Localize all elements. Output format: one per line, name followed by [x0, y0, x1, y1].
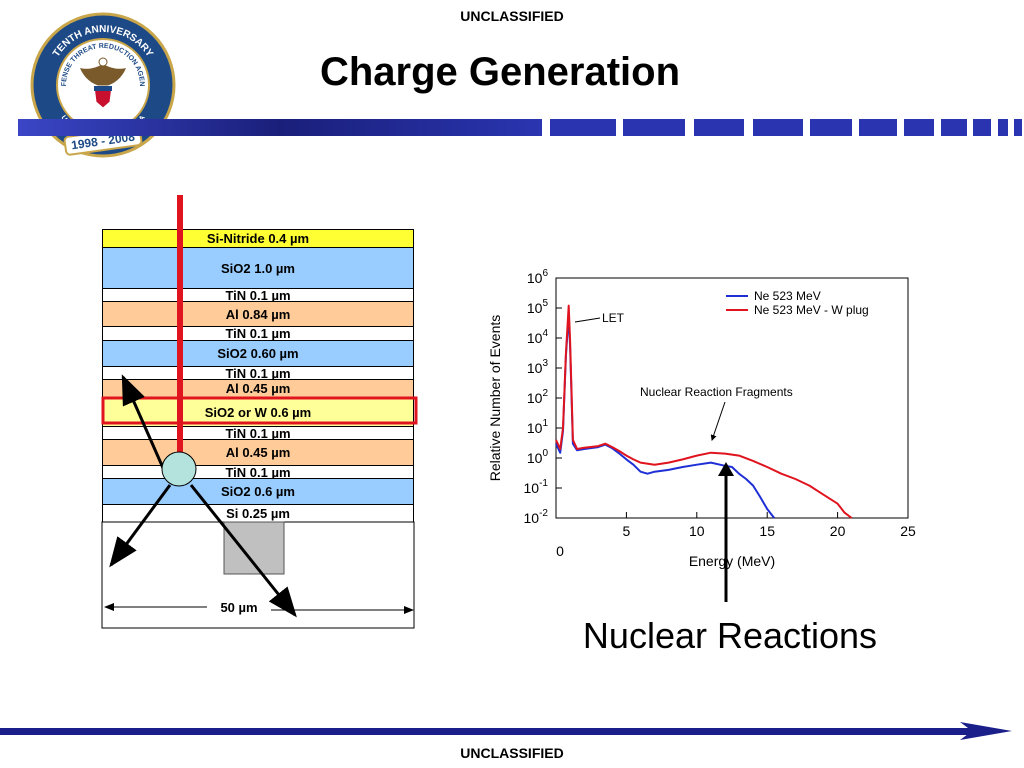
y-axis: 106 105 104 103 102 101 100 10-1 10-2: [524, 268, 562, 526]
classification-top: UNCLASSIFIED: [460, 8, 564, 24]
y-tick-label: 10-2: [524, 508, 549, 526]
x-tick-label: 20: [830, 523, 846, 539]
x-tick-label: 25: [900, 523, 916, 539]
legend-label: Ne 523 MeV - W plug: [754, 303, 869, 317]
x-axis: 5 10 15 20 25: [555, 512, 916, 539]
annotation-fragments: Nuclear Reaction Fragments: [640, 385, 793, 399]
fragment-arrow-down-left: [109, 484, 172, 568]
series-line-0: [555, 313, 775, 519]
y-tick-label: 10-1: [524, 478, 549, 496]
x-tick-label: 15: [759, 523, 775, 539]
y-tick-label: 102: [527, 388, 549, 406]
classification-bottom: UNCLASSIFIED: [460, 745, 564, 761]
y-tick-label: 101: [527, 418, 549, 436]
stack-overlay: 50 µm: [101, 195, 418, 629]
fragments-pointer: [710, 401, 726, 441]
stack-layer: SiO2 1.0 µm: [102, 247, 414, 289]
x-tick-label: 10: [689, 523, 705, 539]
header-bar: [18, 119, 1022, 136]
y-tick-label: 100: [527, 448, 549, 466]
series-group: [555, 304, 853, 519]
legend-label: Ne 523 MeV: [754, 289, 821, 303]
nucleus: [161, 451, 197, 487]
chart-subtitle: Nuclear Reactions: [582, 615, 878, 656]
slide-title: Charge Generation: [319, 50, 681, 94]
x-origin-label: 0: [556, 543, 564, 559]
width-label: 50 µm: [220, 600, 257, 615]
series-line-1: [555, 304, 853, 519]
stack-layer: SiO2 0.6 µm: [102, 478, 414, 505]
y-tick-label: 103: [527, 358, 549, 376]
y-tick-label: 106: [527, 268, 549, 286]
x-tick-label: 5: [623, 523, 631, 539]
fragment-arrow-up: [121, 374, 169, 478]
x-axis-label: Energy (MeV): [689, 553, 775, 569]
highlight-layer: [101, 396, 418, 425]
well-region: [223, 521, 285, 575]
reaction-arrow: [718, 462, 734, 602]
footer-bar: [0, 722, 1012, 740]
fragment-arrow-down-right: [189, 484, 297, 618]
y-axis-label: Relative Number of Events: [487, 315, 503, 482]
let-pointer: [574, 317, 601, 323]
y-tick-label: 104: [527, 328, 549, 346]
annotation-let: LET: [602, 311, 625, 325]
y-tick-label: 105: [527, 298, 549, 316]
